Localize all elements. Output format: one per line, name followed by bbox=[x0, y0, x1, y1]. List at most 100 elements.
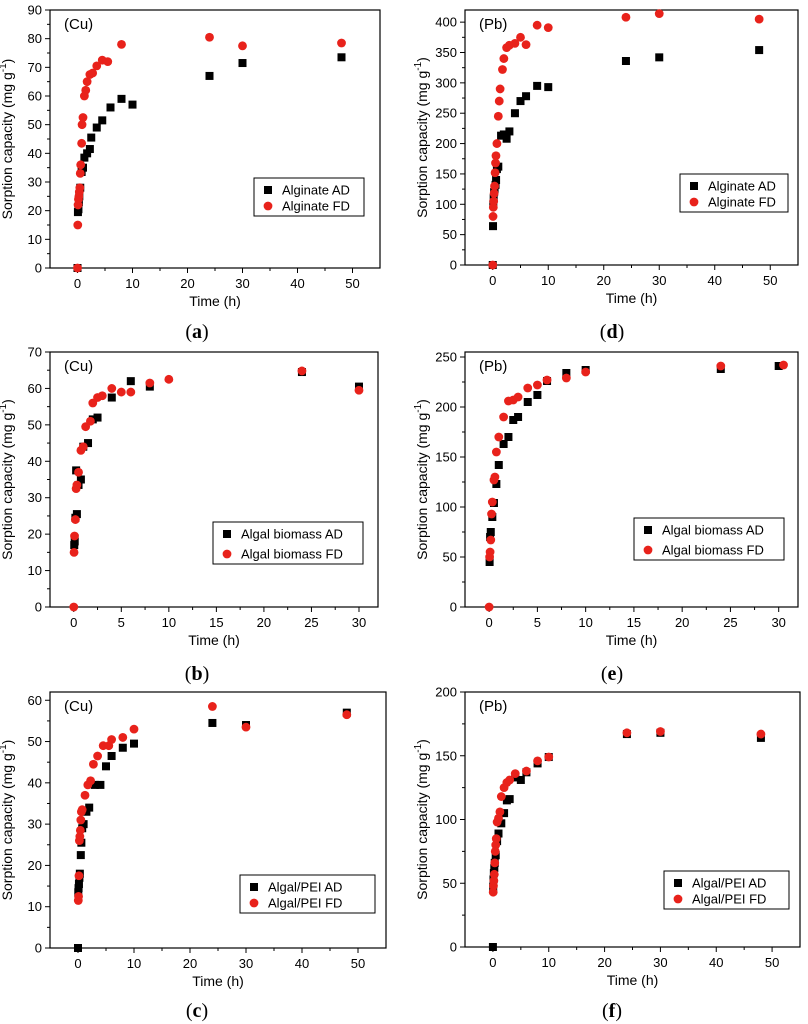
data-point bbox=[354, 385, 364, 395]
panel-caption: (d) bbox=[600, 321, 624, 343]
data-point bbox=[107, 752, 116, 760]
panel-e: 0 5 10 15 20 25 30 0 50 100 150 200 250 Time (h) Sorpt… bbox=[413, 350, 799, 685]
data-point bbox=[205, 71, 214, 80]
x-tick-label: 40 bbox=[708, 273, 722, 288]
data-point bbox=[492, 480, 501, 488]
y-tick-label: 40 bbox=[28, 146, 42, 161]
data-point bbox=[523, 398, 532, 406]
legend-label: Algal biomass AD bbox=[662, 523, 764, 538]
data-point bbox=[495, 84, 505, 94]
data-point bbox=[93, 413, 102, 422]
data-point bbox=[499, 54, 509, 63]
legend-marker bbox=[689, 197, 699, 207]
data-point bbox=[523, 383, 533, 393]
y-axis-title: Sorption capacity (mg g-1) bbox=[0, 740, 15, 901]
data-point bbox=[544, 752, 554, 762]
series-fd bbox=[484, 360, 788, 612]
data-point bbox=[491, 834, 501, 844]
data-point bbox=[76, 475, 85, 484]
data-point bbox=[80, 790, 90, 800]
data-point bbox=[490, 472, 500, 482]
data-point bbox=[117, 40, 126, 49]
data-point bbox=[87, 133, 96, 142]
y-tick-label: 350 bbox=[435, 45, 457, 60]
legend-marker bbox=[644, 526, 652, 534]
panel-caption: (b) bbox=[185, 663, 209, 685]
y-tick-label: 60 bbox=[28, 693, 42, 708]
data-point bbox=[654, 9, 664, 19]
data-point bbox=[76, 160, 86, 170]
legend-label: Algal/PEI FD bbox=[692, 892, 766, 907]
y-tick-label: 50 bbox=[443, 227, 457, 242]
data-point bbox=[489, 222, 498, 231]
data-point bbox=[488, 943, 497, 951]
legend-label: Algal/PEI AD bbox=[268, 880, 342, 895]
data-point bbox=[494, 162, 503, 171]
x-tick-label: 30 bbox=[235, 276, 249, 291]
data-point bbox=[128, 100, 137, 109]
y-axis-title: Sorption capacity (mg g-1) bbox=[0, 59, 15, 220]
data-point bbox=[581, 367, 591, 377]
data-point bbox=[621, 57, 630, 65]
data-point bbox=[106, 103, 115, 112]
legend-marker bbox=[222, 549, 232, 559]
data-point bbox=[72, 480, 82, 490]
y-tick-label: 20 bbox=[28, 203, 42, 218]
y-tick-label: 400 bbox=[435, 15, 457, 30]
y-tick-label: 30 bbox=[28, 490, 42, 505]
data-point bbox=[755, 46, 764, 55]
data-point bbox=[656, 727, 665, 736]
legend-box bbox=[663, 870, 790, 910]
y-tick-label: 100 bbox=[435, 812, 457, 827]
data-point bbox=[514, 413, 523, 421]
data-point bbox=[510, 769, 520, 778]
data-point bbox=[491, 158, 500, 168]
metal-label: (Pb) bbox=[479, 16, 507, 33]
legend-label: Alginate FD bbox=[282, 199, 350, 214]
data-point bbox=[88, 68, 98, 78]
legend-box bbox=[679, 173, 789, 213]
x-tick-label: 25 bbox=[304, 615, 318, 630]
plot-frame bbox=[49, 351, 379, 608]
y-tick-label: 70 bbox=[28, 345, 42, 360]
data-point bbox=[489, 876, 499, 886]
x-tick-label: 20 bbox=[675, 615, 689, 630]
data-point bbox=[90, 780, 99, 789]
data-point bbox=[83, 149, 92, 158]
panel-caption: (c) bbox=[186, 1000, 208, 1022]
x-tick-label: 0 bbox=[489, 955, 496, 970]
data-point bbox=[208, 702, 217, 711]
data-point bbox=[241, 722, 251, 732]
data-point bbox=[756, 729, 766, 739]
data-point bbox=[129, 724, 139, 734]
data-point bbox=[561, 373, 571, 383]
data-point bbox=[492, 176, 501, 184]
data-point bbox=[533, 756, 542, 766]
plot-frame bbox=[49, 9, 381, 269]
y-tick-label: 50 bbox=[28, 117, 42, 132]
data-point bbox=[533, 81, 542, 90]
data-point bbox=[337, 53, 346, 62]
data-point bbox=[70, 537, 79, 546]
legend-marker bbox=[250, 883, 258, 891]
data-point bbox=[490, 858, 500, 868]
y-tick-label: 0 bbox=[35, 261, 42, 276]
y-tick-label: 40 bbox=[28, 454, 42, 469]
y-tick-label: 90 bbox=[28, 3, 42, 18]
data-point bbox=[490, 168, 500, 178]
metal-label: (Pb) bbox=[479, 698, 507, 715]
data-point bbox=[107, 393, 116, 402]
data-point bbox=[543, 23, 553, 33]
data-point bbox=[74, 880, 83, 888]
legend-marker bbox=[690, 182, 698, 190]
data-point bbox=[544, 83, 553, 92]
y-tick-label: 50 bbox=[443, 876, 457, 891]
legend-marker bbox=[674, 879, 682, 887]
y-tick-label: 100 bbox=[435, 197, 457, 212]
y-axis-title: Sorption capacity (mg g-1) bbox=[0, 399, 15, 560]
series-ad bbox=[74, 708, 351, 952]
data-point bbox=[82, 807, 91, 816]
data-point bbox=[81, 85, 91, 95]
